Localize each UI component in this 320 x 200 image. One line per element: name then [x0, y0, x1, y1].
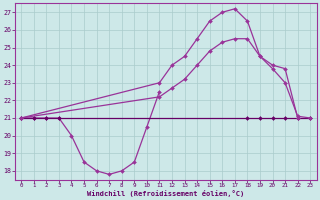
X-axis label: Windchill (Refroidissement éolien,°C): Windchill (Refroidissement éolien,°C) — [87, 190, 244, 197]
